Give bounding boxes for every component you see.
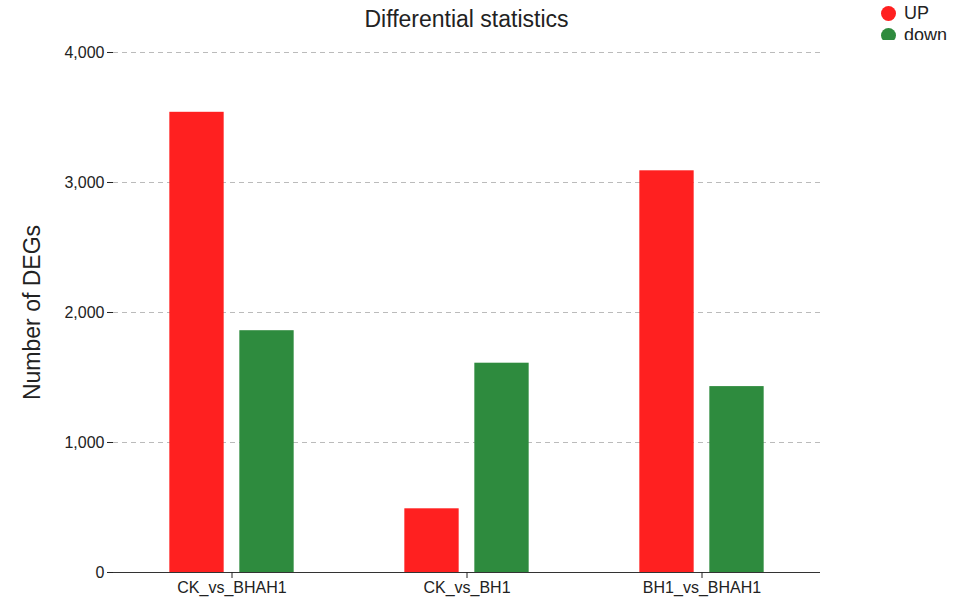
svg-text:1,000: 1,000 (64, 434, 104, 451)
svg-text:CK_vs_BH1: CK_vs_BH1 (423, 579, 510, 597)
html-text:Differential statistics: Differential statistics (364, 6, 569, 32)
svg-text:Number of DEGs: Number of DEGs (19, 225, 45, 400)
svg-text:4,000: 4,000 (64, 44, 104, 61)
svg-text:3,000: 3,000 (64, 174, 104, 191)
html-text:down: down (904, 25, 947, 45)
svg-text:CK_vs_BHAH1: CK_vs_BHAH1 (177, 579, 286, 597)
svg-text:BH1_vs_BHAH1: BH1_vs_BHAH1 (643, 579, 761, 597)
svg-text:2,000: 2,000 (64, 304, 104, 321)
html-text:UP: UP (904, 3, 929, 23)
svg-text:0: 0 (96, 564, 105, 581)
